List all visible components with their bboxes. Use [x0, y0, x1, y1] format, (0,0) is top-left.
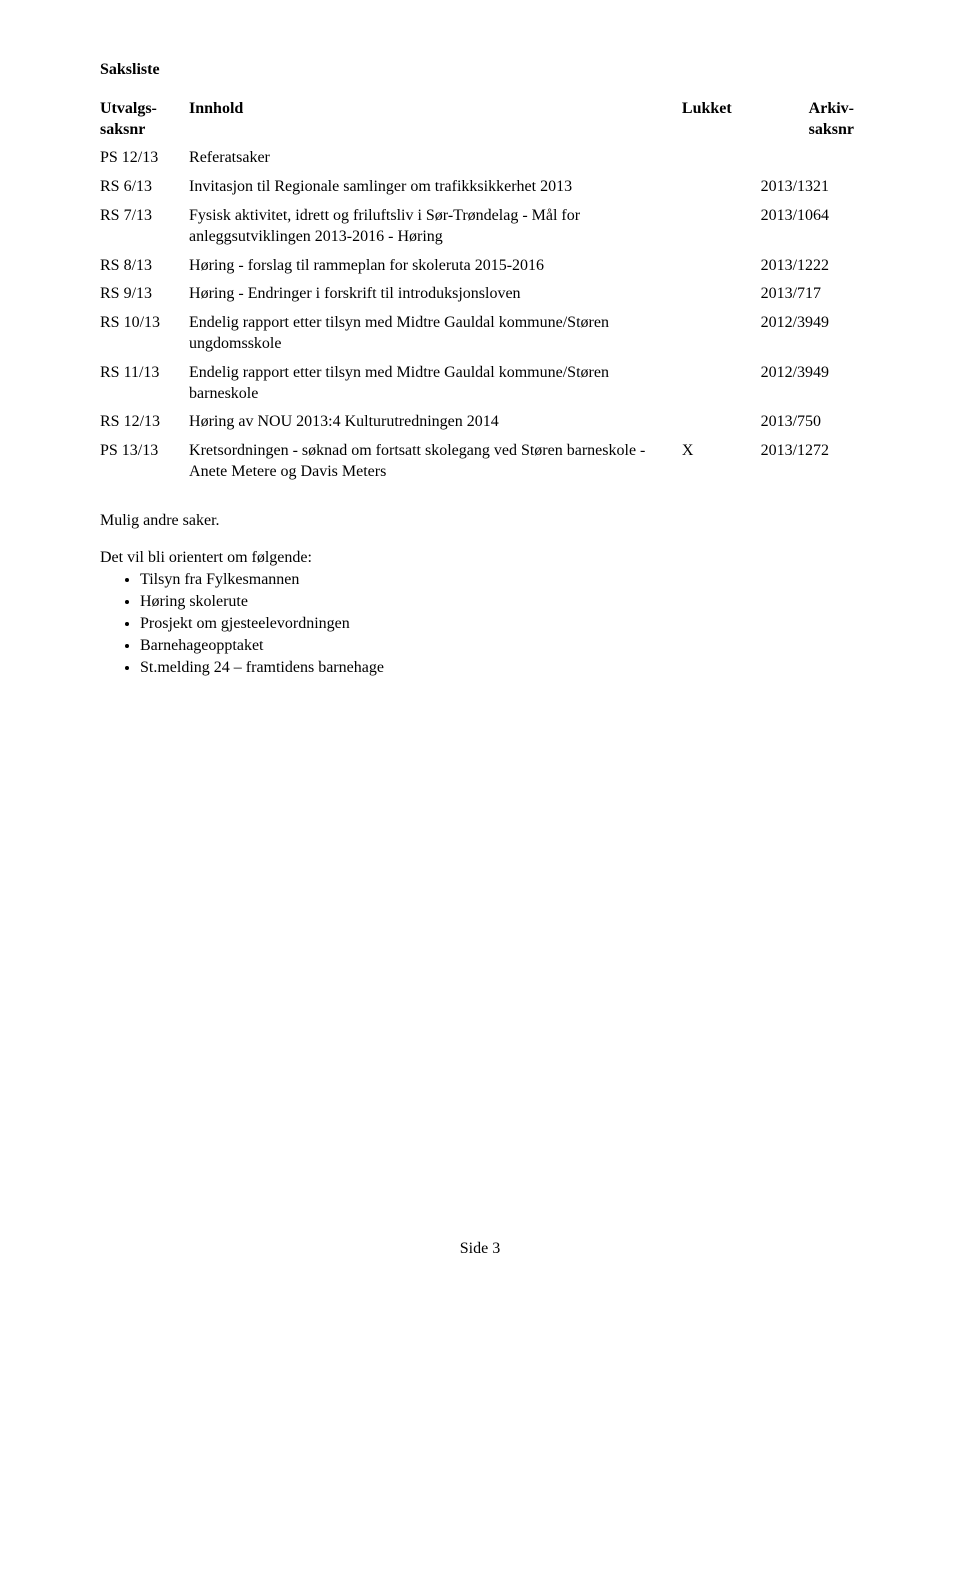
cell-lukket	[682, 144, 761, 173]
list-item: Høring skolerute	[140, 592, 860, 614]
cell-utvalg: RS 9/13	[100, 280, 189, 309]
header-utvalg: Utvalgs- saksnr	[100, 95, 189, 145]
list-item: Tilsyn fra Fylkesmannen	[140, 570, 860, 592]
cell-utvalg: PS 13/13	[100, 437, 189, 487]
page-number: Side 3	[100, 1239, 860, 1260]
table-row: RS 12/13 Høring av NOU 2013:4 Kulturutre…	[100, 408, 860, 437]
table-row: RS 8/13 Høring - forslag til rammeplan f…	[100, 252, 860, 281]
cell-utvalg: RS 8/13	[100, 252, 189, 281]
mulig-andre-saker: Mulig andre saker.	[100, 511, 860, 532]
header-utvalg-top: Utvalgs-	[100, 100, 157, 117]
cell-utvalg: RS 11/13	[100, 359, 189, 409]
cell-utvalg: RS 6/13	[100, 173, 189, 202]
cell-arkiv	[761, 144, 860, 173]
orientering-title: Det vil bli orientert om følgende:	[100, 548, 860, 569]
header-arkiv-top: Arkiv-	[809, 100, 854, 117]
cell-arkiv: 2013/1321	[761, 173, 860, 202]
cell-utvalg: RS 7/13	[100, 202, 189, 252]
cell-arkiv: 2013/1064	[761, 202, 860, 252]
cell-arkiv: 2013/1272	[761, 437, 860, 487]
cell-lukket	[682, 408, 761, 437]
table-row: RS 9/13 Høring - Endringer i forskrift t…	[100, 280, 860, 309]
list-item: St.melding 24 – framtidens barnehage	[140, 658, 860, 680]
cell-lukket	[682, 359, 761, 409]
cell-utvalg: PS 12/13	[100, 144, 189, 173]
list-item: Prosjekt om gjesteelevordningen	[140, 614, 860, 636]
cell-innhold: Endelig rapport etter tilsyn med Midtre …	[189, 359, 682, 409]
header-lukket: Lukket	[682, 95, 761, 145]
cell-innhold: Fysisk aktivitet, idrett og friluftsliv …	[189, 202, 682, 252]
cell-arkiv: 2013/750	[761, 408, 860, 437]
cell-innhold: Invitasjon til Regionale samlinger om tr…	[189, 173, 682, 202]
header-arkiv: Arkiv- saksnr	[761, 95, 860, 145]
table-header-row: Utvalgs- saksnr Innhold Lukket Arkiv- sa…	[100, 95, 860, 145]
cell-innhold: Endelig rapport etter tilsyn med Midtre …	[189, 309, 682, 359]
cell-lukket	[682, 252, 761, 281]
cell-utvalg: RS 12/13	[100, 408, 189, 437]
cell-lukket	[682, 280, 761, 309]
cell-lukket	[682, 309, 761, 359]
header-arkiv-bottom: saksnr	[809, 121, 854, 138]
document-title: Saksliste	[100, 60, 860, 81]
cell-innhold: Høring - Endringer i forskrift til intro…	[189, 280, 682, 309]
cell-utvalg: RS 10/13	[100, 309, 189, 359]
header-innhold: Innhold	[189, 95, 682, 145]
cell-lukket	[682, 173, 761, 202]
cell-innhold: Høring - forslag til rammeplan for skole…	[189, 252, 682, 281]
cell-innhold: Høring av NOU 2013:4 Kulturutredningen 2…	[189, 408, 682, 437]
table-row: RS 11/13 Endelig rapport etter tilsyn me…	[100, 359, 860, 409]
cell-arkiv: 2013/1222	[761, 252, 860, 281]
table-row: PS 13/13 Kretsordningen - søknad om fort…	[100, 437, 860, 487]
cell-innhold: Referatsaker	[189, 144, 682, 173]
table-row: RS 7/13 Fysisk aktivitet, idrett og fril…	[100, 202, 860, 252]
cell-arkiv: 2012/3949	[761, 359, 860, 409]
header-utvalg-bottom: saksnr	[100, 121, 145, 138]
cell-lukket: X	[682, 437, 761, 487]
table-row: PS 12/13 Referatsaker	[100, 144, 860, 173]
cell-arkiv: 2012/3949	[761, 309, 860, 359]
cell-innhold: Kretsordningen - søknad om fortsatt skol…	[189, 437, 682, 487]
saksliste-table: Utvalgs- saksnr Innhold Lukket Arkiv- sa…	[100, 95, 860, 487]
table-row: RS 10/13 Endelig rapport etter tilsyn me…	[100, 309, 860, 359]
cell-arkiv: 2013/717	[761, 280, 860, 309]
cell-lukket	[682, 202, 761, 252]
table-row: RS 6/13 Invitasjon til Regionale samling…	[100, 173, 860, 202]
list-item: Barnehageopptaket	[140, 636, 860, 658]
orientering-list: Tilsyn fra Fylkesmannen Høring skolerute…	[100, 570, 860, 679]
